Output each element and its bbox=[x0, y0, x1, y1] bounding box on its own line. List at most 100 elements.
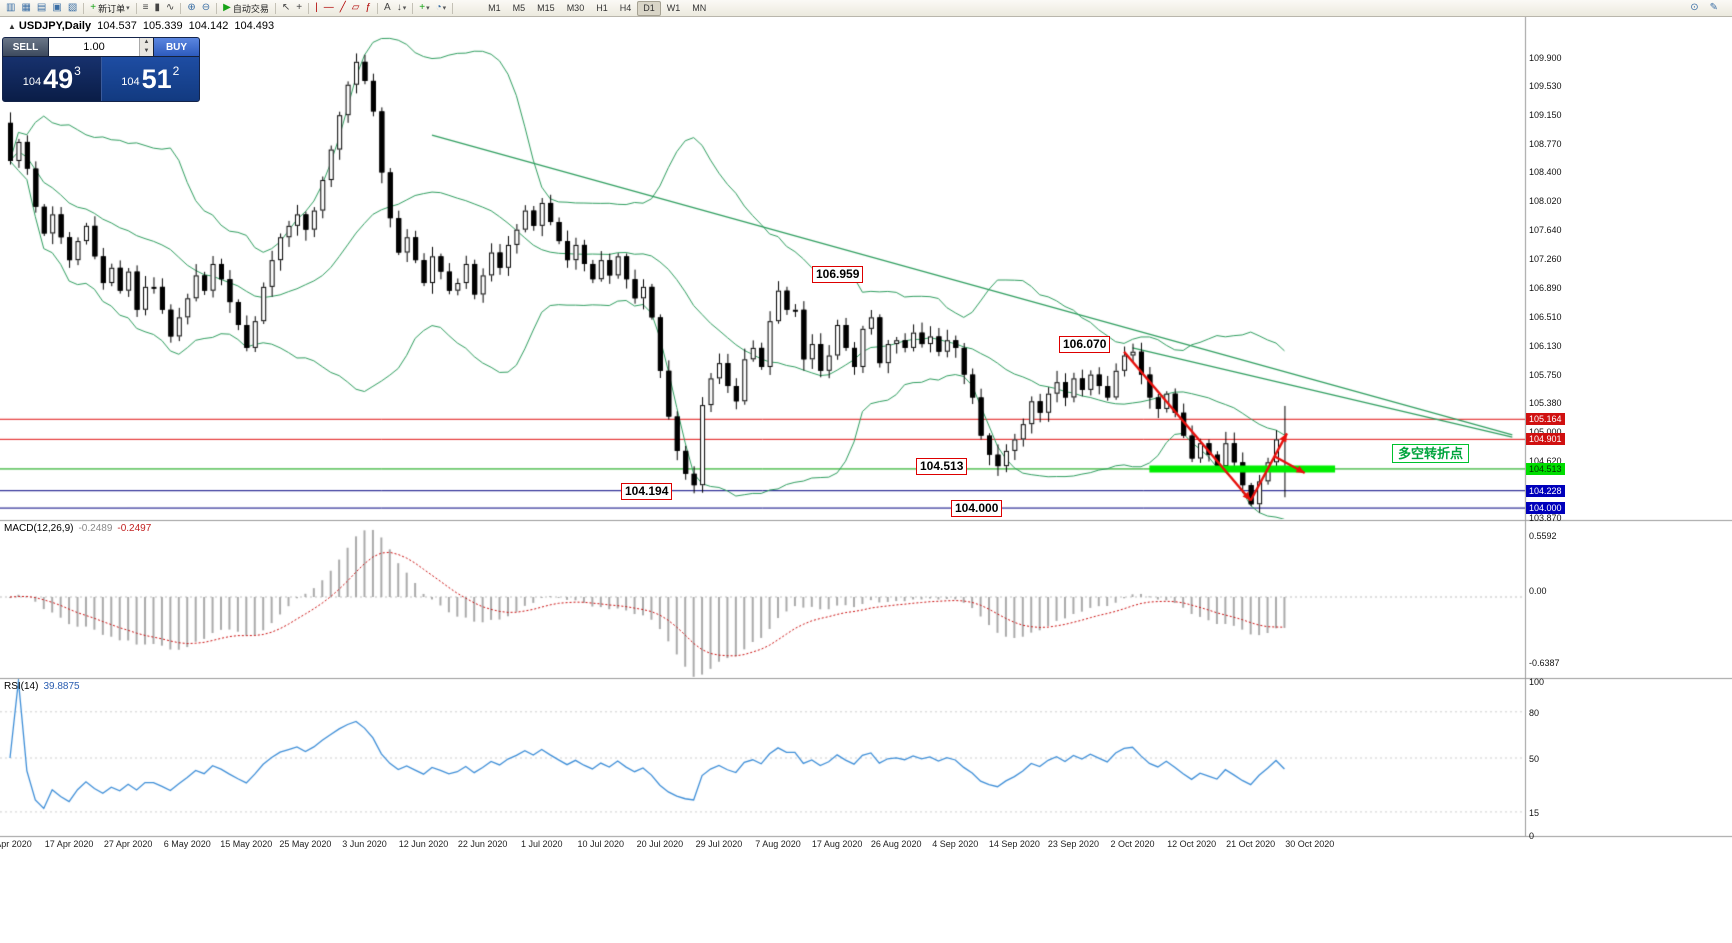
rsi-scale-label: 80 bbox=[1529, 707, 1540, 718]
timeframe-m5[interactable]: M5 bbox=[512, 2, 526, 13]
price-axis-label: 105.380 bbox=[1529, 397, 1562, 408]
timeframe-h1[interactable]: H1 bbox=[596, 2, 608, 13]
macd-scale-label: 0.00 bbox=[1529, 586, 1547, 596]
auto-trading-button[interactable]: ▶ 自动交易 bbox=[220, 1, 272, 15]
low-value: 104.142 bbox=[188, 20, 229, 32]
tile-windows-button[interactable]: ▦ bbox=[18, 1, 33, 15]
search-icon[interactable]: ⊙ bbox=[1687, 1, 1701, 15]
bid-price-panel[interactable]: 104 49 3 bbox=[3, 57, 102, 101]
arrows-button[interactable]: ↓ ▾ bbox=[394, 1, 410, 15]
price-axis-label: 106.130 bbox=[1529, 340, 1562, 351]
horizontal-line-button[interactable]: — bbox=[321, 1, 337, 15]
toolbar-separator bbox=[452, 2, 454, 14]
high-value: 105.339 bbox=[142, 20, 183, 32]
price-line-badge: 104.513 bbox=[1526, 462, 1565, 475]
crosshair-icon: + bbox=[296, 2, 303, 13]
volume-input[interactable] bbox=[49, 38, 139, 56]
bar-chart-button[interactable]: ≡ bbox=[140, 1, 152, 15]
timeframe-m1[interactable]: M1 bbox=[488, 2, 501, 13]
date-axis-label: 17 Apr 2020 bbox=[44, 839, 94, 849]
close-value: 104.493 bbox=[234, 20, 275, 32]
caret-down-icon: ▾ bbox=[126, 5, 130, 12]
bar-chart-icon: ≡ bbox=[142, 2, 149, 13]
sell-button[interactable]: SELL bbox=[3, 38, 49, 56]
vertical-line-icon: | bbox=[315, 2, 318, 13]
price-line-badge: 104.901 bbox=[1526, 433, 1565, 446]
timeframe-m15[interactable]: M15 bbox=[537, 2, 555, 13]
date-axis-label: 20 Jul 2020 bbox=[636, 839, 684, 849]
volume-up-arrow[interactable]: ▲ bbox=[140, 38, 153, 47]
toolbar-separator bbox=[377, 2, 379, 14]
vertical-line-button[interactable]: | bbox=[312, 1, 321, 15]
auto-trading-button-label: 自动交易 bbox=[232, 3, 269, 14]
date-axis-label: 6 May 2020 bbox=[163, 839, 211, 849]
price-label[interactable]: 106.959 bbox=[812, 266, 864, 283]
price-label[interactable]: 104.194 bbox=[621, 483, 673, 500]
auto-trading-icon: ▶ bbox=[223, 2, 231, 13]
collapse-arrow-icon[interactable]: ▲ bbox=[8, 22, 16, 31]
rsi-scale-label: 100 bbox=[1529, 677, 1545, 687]
timeframe-mn[interactable]: MN bbox=[692, 2, 707, 13]
cursor-icon: ↖ bbox=[281, 2, 291, 13]
fibonacci-button[interactable]: ƒ bbox=[362, 1, 374, 15]
timeframe-w1[interactable]: W1 bbox=[666, 2, 681, 13]
price-axis-label: 108.400 bbox=[1529, 167, 1562, 178]
ask-price-panel[interactable]: 104 51 2 bbox=[101, 57, 199, 101]
data-window-button[interactable]: ▣ bbox=[49, 1, 64, 15]
toolbar-separator bbox=[135, 2, 137, 14]
arrows-icon: ↓ bbox=[396, 2, 402, 13]
crosshair-button[interactable]: + bbox=[293, 1, 305, 15]
periods-button[interactable]: ◔ ▾ bbox=[433, 1, 450, 15]
annotation-note[interactable]: 多空转折点 bbox=[1392, 444, 1470, 463]
date-axis-label: 4 Sep 2020 bbox=[932, 839, 979, 849]
rsi-scale-label: 0 bbox=[1529, 831, 1535, 841]
date-axis-label: 8 Apr 2020 bbox=[0, 839, 32, 849]
chart-window-icon: ▥ bbox=[6, 2, 16, 13]
market-watch-button[interactable]: ▤ bbox=[34, 1, 49, 15]
edit-icon[interactable]: ✎ bbox=[1707, 1, 1721, 15]
date-axis-label: 23 Sep 2020 bbox=[1047, 839, 1099, 849]
chart-quote-line: ▲ USDJPY,Daily 104.537 105.339 104.142 104.49… bbox=[8, 20, 274, 32]
volume-down-arrow[interactable]: ▼ bbox=[140, 47, 153, 56]
market-watch-icon: ▤ bbox=[36, 2, 47, 13]
timeframe-h4[interactable]: H4 bbox=[619, 2, 632, 13]
zoom-out-icon: ⊖ bbox=[201, 2, 211, 13]
candle-chart-button[interactable]: ▮ bbox=[151, 1, 163, 15]
search-icon: ⊙ bbox=[1690, 2, 1699, 13]
timeframe-d1[interactable]: D1 bbox=[637, 0, 661, 16]
trendline-button[interactable]: ╱ bbox=[337, 1, 349, 15]
price-label[interactable]: 104.513 bbox=[916, 458, 968, 475]
indicators-button[interactable]: + ▾ bbox=[416, 1, 432, 15]
rsi-scale-label: 50 bbox=[1529, 754, 1540, 764]
buy-button[interactable]: BUY bbox=[153, 38, 199, 56]
line-chart-button[interactable]: ∿ bbox=[163, 1, 177, 15]
cursor-button[interactable]: ↖ bbox=[279, 1, 293, 15]
bid-sup: 3 bbox=[74, 64, 81, 78]
text-label-button[interactable]: A bbox=[381, 1, 394, 15]
bid-small: 104 bbox=[22, 76, 42, 88]
zoom-out-button[interactable]: ⊖ bbox=[199, 1, 213, 15]
navigator-button[interactable]: ▧ bbox=[65, 1, 80, 15]
rsi-label: RSI(14) bbox=[4, 681, 39, 692]
toolbar-separator bbox=[412, 2, 414, 14]
channel-button[interactable]: ▱ bbox=[349, 1, 363, 15]
zoom-in-button[interactable]: ⊕ bbox=[184, 1, 198, 15]
date-axis-label: 7 Aug 2020 bbox=[755, 839, 801, 849]
price-label[interactable]: 104.000 bbox=[951, 500, 1003, 517]
price-line-badge: 105.164 bbox=[1526, 413, 1565, 426]
date-axis-label: 1 Jul 2020 bbox=[520, 839, 563, 849]
fibonacci-icon: ƒ bbox=[365, 2, 372, 13]
symbol-period-label: USDJPY,Daily bbox=[18, 20, 92, 32]
open-value: 104.537 bbox=[97, 20, 137, 32]
timeframe-m30[interactable]: M30 bbox=[566, 2, 585, 13]
trendline-icon: ╱ bbox=[339, 2, 346, 13]
candle-chart-icon: ▮ bbox=[154, 2, 160, 13]
new-order-button[interactable]: + 新订单 ▾ bbox=[87, 1, 132, 15]
chart-window-button[interactable]: ▥ bbox=[3, 1, 18, 15]
ask-small: 104 bbox=[121, 76, 140, 88]
horizontal-line-icon: — bbox=[323, 2, 334, 13]
macd-header: MACD(12,26,9) -0.2489 -0.2497 bbox=[4, 523, 151, 534]
price-label[interactable]: 106.070 bbox=[1059, 336, 1111, 353]
date-axis-label: 26 Aug 2020 bbox=[870, 839, 922, 849]
